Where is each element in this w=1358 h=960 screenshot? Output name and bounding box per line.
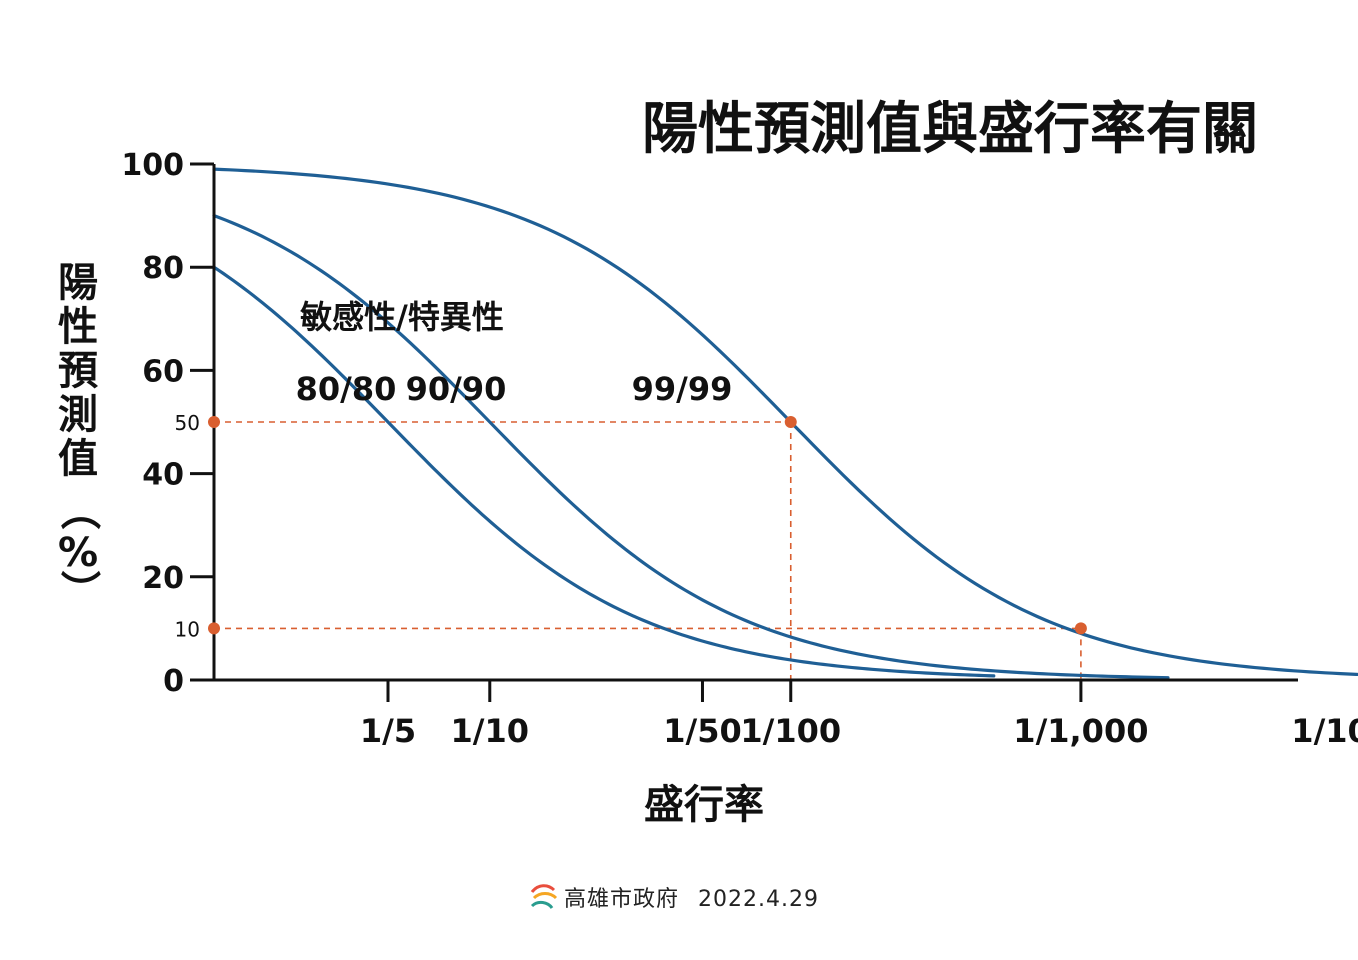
y-axis-ticks: 0 20 40 60 80 100 10 50 xyxy=(121,148,214,699)
x-tick-label: 1/5 xyxy=(360,712,416,750)
highlight-point xyxy=(784,416,797,428)
series-label-99-99: 99/99 xyxy=(632,370,733,408)
y-tick-label: 60 xyxy=(142,354,184,389)
series-line-90-90 xyxy=(212,214,1170,680)
x-tick-label: 1/100 xyxy=(740,712,841,750)
legend-title: 敏感性/特異性 xyxy=(300,298,504,336)
x-axis-ticks: 1/5 1/10 1/501/100 1/1,000 1/10,000 xyxy=(360,680,1358,750)
y-minor-tick-label: 50 xyxy=(175,411,200,435)
footer-org: 高雄市政府 xyxy=(564,887,679,912)
y-tick-label: 100 xyxy=(121,148,184,183)
y-minor-tick-label: 10 xyxy=(175,617,200,641)
y-axis-highlight-point xyxy=(208,416,220,428)
chart-title: 陽性預測值與盛行率有關 xyxy=(642,97,1258,162)
reference-lines xyxy=(214,421,1082,680)
y-axis-label-char: 預 xyxy=(58,348,98,394)
x-tick-label: 1/10 xyxy=(451,712,529,750)
y-axis-label-char: 性 xyxy=(58,304,98,350)
y-tick-label: 40 xyxy=(142,458,184,493)
y-axis-label-char: % xyxy=(58,530,98,576)
y-axis-label-char: ） xyxy=(56,570,102,610)
x-axis-label: 盛行率 xyxy=(644,782,764,828)
highlight-point xyxy=(1074,622,1087,635)
y-axis-label-char: （ xyxy=(56,490,102,530)
y-axis-label-char: 測 xyxy=(58,392,98,438)
footer: 高雄市政府 2022.4.29 xyxy=(530,884,819,912)
series-label-90-90: 90/90 xyxy=(406,370,507,408)
x-tick-label: 1/10,000 xyxy=(1291,712,1358,750)
series-curves xyxy=(212,167,1358,680)
footer-date: 2022.4.29 xyxy=(698,887,819,912)
y-tick-label: 0 xyxy=(163,664,184,699)
x-tick-label: 1/1,000 xyxy=(1013,712,1148,750)
x-tick-label: 1/50 xyxy=(663,712,741,750)
y-axis-highlight-point xyxy=(208,622,220,635)
highlight-points xyxy=(208,416,1087,635)
y-axis-label-char: 陽 xyxy=(58,260,98,306)
y-tick-label: 20 xyxy=(142,561,184,596)
series-line-99-99 xyxy=(212,167,1358,677)
kaohsiung-logo-icon xyxy=(530,884,558,909)
y-axis-label-char: 值 xyxy=(58,436,98,482)
y-tick-label: 80 xyxy=(142,251,184,286)
y-axis-label: 陽性預測值 （%） xyxy=(56,260,102,610)
series-label-80-80: 80/80 xyxy=(296,370,397,408)
series-line-80-80 xyxy=(212,265,996,678)
